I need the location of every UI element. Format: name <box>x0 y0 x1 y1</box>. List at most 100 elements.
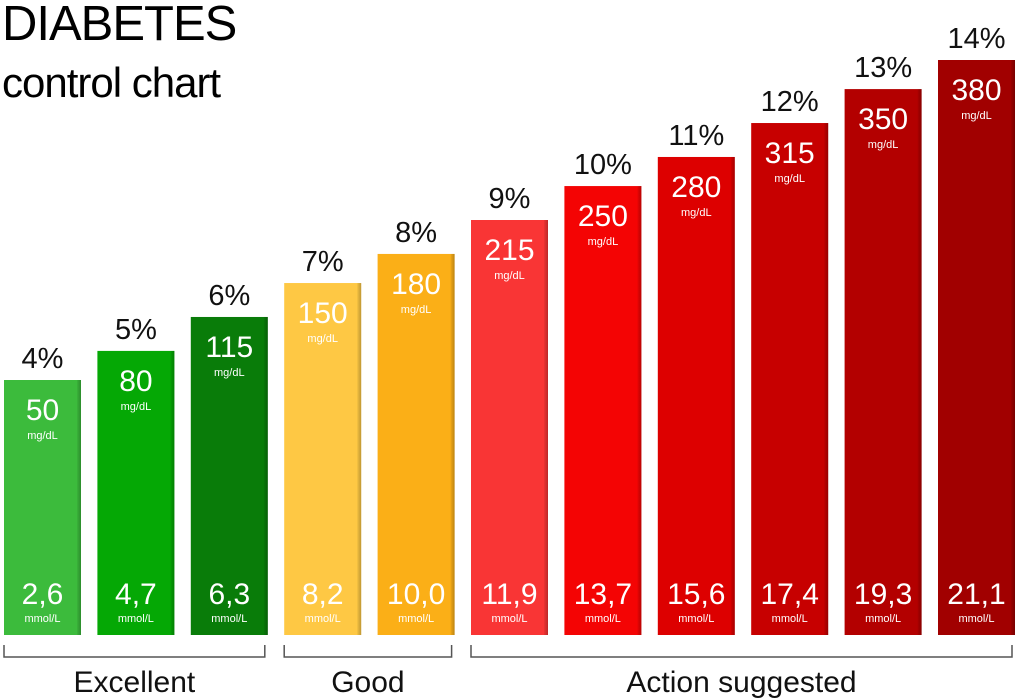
bar-group: 8% 180 mg/dL 10,0 mmol/L <box>377 217 455 635</box>
percent-label: 9% <box>489 183 531 215</box>
bar <box>938 60 1015 635</box>
mgdl-value-label: 350 <box>858 103 908 136</box>
mmol-value-label: 6,3 <box>208 578 250 611</box>
percent-label: 4% <box>22 343 64 375</box>
mgdl-unit-label: mg/dL <box>494 270 525 282</box>
mgdl-value-label: 215 <box>484 234 534 267</box>
mmol-unit-label: mmol/L <box>958 613 994 625</box>
bar <box>657 156 735 635</box>
group-label: Good <box>331 666 404 699</box>
mmol-value-label: 2,6 <box>22 578 64 611</box>
bar-edge-shade <box>824 123 829 635</box>
group-bracket: Action suggested <box>470 645 1013 699</box>
bracket-line <box>283 645 453 658</box>
mgdl-unit-label: mg/dL <box>681 207 712 219</box>
bar-group: 13% 350 mg/dL 19,3 mmol/L <box>844 52 922 635</box>
mmol-value-label: 19,3 <box>854 578 912 611</box>
mgdl-unit-label: mg/dL <box>214 367 245 379</box>
percent-label: 13% <box>854 52 912 84</box>
bar-edge-shade <box>77 380 81 635</box>
mgdl-value-label: 380 <box>951 74 1001 107</box>
mgdl-unit-label: mg/dL <box>588 236 619 248</box>
bar-edge-shade <box>357 283 362 635</box>
percent-label: 12% <box>761 86 819 118</box>
bar <box>97 350 175 635</box>
bars-layer: 4% 50 mg/dL 2,6 mmol/L 5% 80 mg/dL 4,7 mmol/L 6% 11… <box>4 23 1015 635</box>
mgdl-value-label: 50 <box>26 394 59 427</box>
bar-group: 9% 215 mg/dL 11,9 mmol/L <box>471 183 548 635</box>
mmol-unit-label: mmol/L <box>211 613 247 625</box>
bar-edge-shade <box>450 253 455 635</box>
mmol-unit-label: mmol/L <box>24 613 60 625</box>
mmol-value-label: 17,4 <box>761 578 819 611</box>
bar-group: 10% 250 mg/dL 13,7 mmol/L <box>564 149 642 635</box>
bar-group: 5% 80 mg/dL 4,7 mmol/L <box>97 314 175 635</box>
mmol-unit-label: mmol/L <box>678 613 714 625</box>
mgdl-unit-label: mg/dL <box>307 333 338 345</box>
percent-label: 10% <box>574 149 632 181</box>
chart-subtitle: control chart <box>2 59 221 106</box>
bar-group: 14% 380 mg/dL 21,1 mmol/L <box>938 23 1015 635</box>
bar-group: 7% 150 mg/dL 8,2 mmol/L <box>284 246 362 635</box>
bar-edge-shade <box>637 186 642 635</box>
bar-edge-shade <box>544 220 548 635</box>
bar-group: 12% 315 mg/dL 17,4 mmol/L <box>751 86 829 635</box>
percent-label: 6% <box>208 280 250 312</box>
bar-group: 11% 280 mg/dL 15,6 mmol/L <box>657 120 735 635</box>
mgdl-value-label: 115 <box>205 331 253 364</box>
percent-label: 14% <box>947 23 1005 55</box>
mgdl-value-label: 250 <box>578 200 628 233</box>
mmol-unit-label: mmol/L <box>585 613 621 625</box>
bar-edge-shade <box>170 350 175 635</box>
bar-group: 6% 115 mg/dL 6,3 mmol/L <box>190 280 268 635</box>
bar <box>471 220 548 635</box>
bar-edge-shade <box>730 156 735 635</box>
bar-group: 4% 50 mg/dL 2,6 mmol/L <box>4 343 81 635</box>
percent-label: 5% <box>115 314 157 346</box>
mgdl-value-label: 80 <box>119 365 152 398</box>
mmol-unit-label: mmol/L <box>865 613 901 625</box>
group-label: Action suggested <box>626 666 856 699</box>
mmol-unit-label: mmol/L <box>305 613 341 625</box>
mgdl-unit-label: mg/dL <box>868 139 899 151</box>
mmol-unit-label: mmol/L <box>398 613 434 625</box>
mgdl-value-label: 180 <box>391 268 441 301</box>
mgdl-unit-label: mg/dL <box>401 304 432 316</box>
mgdl-unit-label: mg/dL <box>961 110 992 122</box>
mmol-value-label: 21,1 <box>947 578 1005 611</box>
bar <box>284 283 362 635</box>
percent-label: 11% <box>668 120 724 152</box>
bracket-line <box>3 645 266 658</box>
bar <box>844 89 922 635</box>
mmol-unit-label: mmol/L <box>118 613 154 625</box>
bar-edge-shade <box>917 89 922 635</box>
percent-label: 8% <box>395 217 437 249</box>
mgdl-unit-label: mg/dL <box>121 401 152 413</box>
mgdl-value-label: 315 <box>765 137 815 170</box>
bracket-line <box>470 645 1013 658</box>
mmol-value-label: 10,0 <box>387 578 445 611</box>
mgdl-unit-label: mg/dL <box>774 173 805 185</box>
mmol-value-label: 11,9 <box>481 578 537 611</box>
bar-edge-shade <box>263 316 268 635</box>
group-bracket: Good <box>283 645 453 699</box>
mgdl-value-label: 280 <box>671 171 721 204</box>
mmol-value-label: 15,6 <box>667 578 725 611</box>
mmol-unit-label: mmol/L <box>772 613 808 625</box>
mgdl-unit-label: mg/dL <box>27 430 58 442</box>
bar <box>751 123 829 635</box>
mmol-value-label: 13,7 <box>574 578 632 611</box>
bar <box>4 380 81 635</box>
bar <box>377 253 455 635</box>
group-label: Excellent <box>74 666 196 699</box>
mmol-value-label: 4,7 <box>115 578 157 611</box>
mmol-unit-label: mmol/L <box>491 613 527 625</box>
bar <box>564 186 642 635</box>
percent-label: 7% <box>302 246 344 278</box>
bar-edge-shade <box>1011 60 1015 635</box>
group-bracket: Excellent <box>3 645 266 699</box>
chart-title: DIABETES <box>2 0 237 51</box>
group-brackets: Excellent Good Action suggested <box>3 645 1013 699</box>
mgdl-value-label: 150 <box>298 297 348 330</box>
